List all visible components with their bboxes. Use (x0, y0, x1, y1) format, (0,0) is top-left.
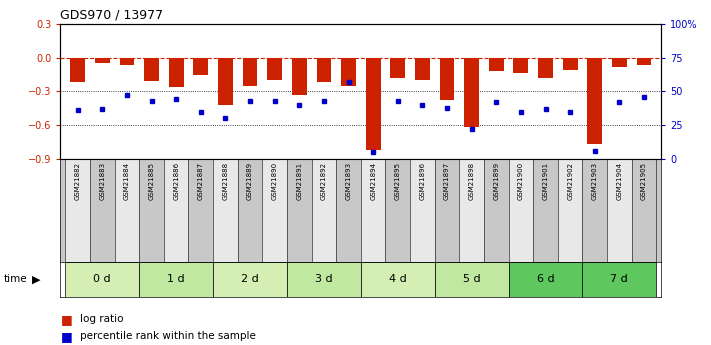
Bar (119, 58, 134, 65)
Bar (538, 58, 553, 78)
Bar (218, 58, 232, 105)
Text: GSM21895: GSM21895 (395, 162, 401, 200)
Text: GSM21902: GSM21902 (567, 162, 573, 200)
Text: 2 d: 2 d (241, 275, 259, 284)
Bar (415, 58, 429, 80)
Bar (489, 58, 503, 71)
Bar (587, 58, 602, 144)
Text: GSM21884: GSM21884 (124, 162, 130, 200)
Bar (90, 159, 114, 262)
Bar (631, 159, 656, 262)
Text: GSM21890: GSM21890 (272, 162, 278, 200)
Text: 6 d: 6 d (537, 275, 555, 284)
Bar (484, 159, 508, 262)
Bar (95, 58, 109, 63)
Bar (508, 262, 582, 297)
Bar (287, 262, 360, 297)
Text: 7 d: 7 d (611, 275, 629, 284)
Bar (311, 159, 336, 262)
Text: 5 d: 5 d (463, 275, 481, 284)
Bar (434, 262, 508, 297)
Bar (144, 58, 159, 81)
Bar (114, 159, 139, 262)
Bar (164, 159, 188, 262)
Bar (287, 159, 311, 262)
Bar (459, 159, 484, 262)
Bar (434, 159, 459, 262)
Bar (267, 58, 282, 80)
Bar (65, 262, 139, 297)
Bar (70, 58, 85, 82)
Text: GSM21904: GSM21904 (616, 162, 622, 200)
Text: GSM21903: GSM21903 (592, 162, 598, 200)
Bar (169, 58, 183, 87)
Bar (360, 262, 434, 297)
Bar (237, 159, 262, 262)
Text: percentile rank within the sample: percentile rank within the sample (80, 332, 256, 341)
Bar (360, 159, 385, 262)
Bar (262, 159, 287, 262)
Bar (316, 58, 331, 82)
Text: GSM21882: GSM21882 (75, 162, 80, 200)
Bar (213, 159, 237, 262)
Bar (242, 58, 257, 86)
Text: GSM21893: GSM21893 (346, 162, 351, 200)
Bar (582, 262, 656, 297)
Bar (193, 58, 208, 75)
Text: 3 d: 3 d (315, 275, 333, 284)
Text: GSM21886: GSM21886 (173, 162, 179, 200)
Bar (533, 159, 558, 262)
Bar (636, 58, 651, 65)
Text: ■: ■ (60, 330, 73, 343)
Text: GSM21887: GSM21887 (198, 162, 204, 200)
Bar (65, 159, 90, 262)
Bar (513, 58, 528, 73)
Bar (562, 58, 577, 70)
Bar (508, 159, 533, 262)
Bar (607, 159, 631, 262)
Bar (341, 58, 356, 86)
Text: 0 d: 0 d (93, 275, 111, 284)
Bar (292, 58, 306, 95)
Bar (139, 159, 164, 262)
Text: 1 d: 1 d (167, 275, 185, 284)
Text: GSM21883: GSM21883 (100, 162, 105, 200)
Bar (365, 58, 380, 150)
Bar (139, 262, 213, 297)
Text: GSM21888: GSM21888 (223, 162, 228, 200)
Bar (390, 58, 405, 78)
Text: GSM21900: GSM21900 (518, 162, 524, 200)
Text: GSM21901: GSM21901 (542, 162, 548, 200)
Bar (410, 159, 434, 262)
Text: GSM21899: GSM21899 (493, 162, 499, 200)
Text: ■: ■ (60, 313, 73, 326)
Text: log ratio: log ratio (80, 314, 124, 324)
Text: time: time (4, 275, 27, 284)
Bar (188, 159, 213, 262)
Text: 4 d: 4 d (389, 275, 407, 284)
Text: GSM21889: GSM21889 (247, 162, 253, 200)
Bar (464, 58, 479, 127)
Text: GSM21892: GSM21892 (321, 162, 327, 200)
Bar (336, 159, 360, 262)
Bar (558, 159, 582, 262)
Text: GSM21894: GSM21894 (370, 162, 376, 200)
Text: GSM21891: GSM21891 (296, 162, 302, 200)
Bar (582, 159, 607, 262)
Bar (385, 159, 410, 262)
Text: GSM21897: GSM21897 (444, 162, 450, 200)
Text: GSM21885: GSM21885 (149, 162, 154, 200)
Bar (439, 58, 454, 100)
Text: GDS970 / 13977: GDS970 / 13977 (60, 9, 164, 22)
Bar (612, 58, 627, 67)
Text: GSM21896: GSM21896 (419, 162, 425, 200)
Text: GSM21898: GSM21898 (469, 162, 475, 200)
Text: GSM21905: GSM21905 (641, 162, 647, 200)
Text: ▶: ▶ (32, 275, 41, 284)
Bar (213, 262, 287, 297)
